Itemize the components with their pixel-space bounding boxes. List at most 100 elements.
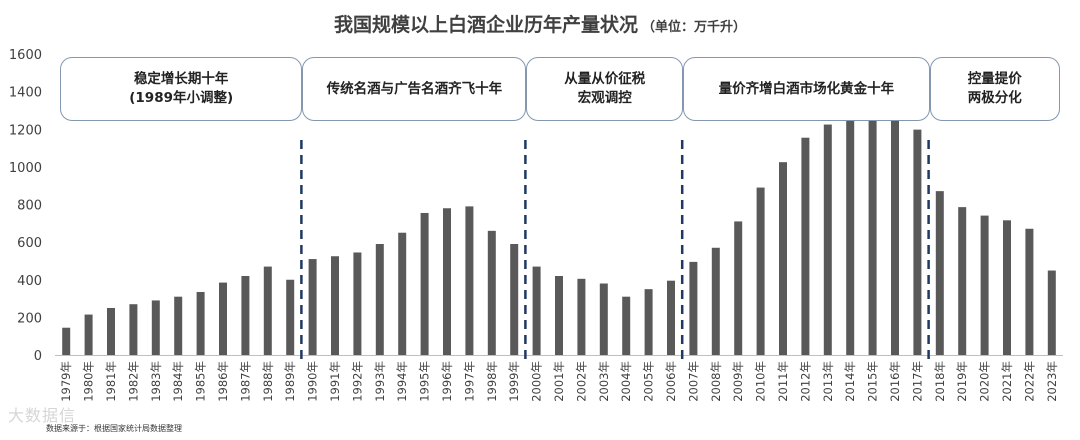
x-tick-label: 1986年 <box>216 361 230 402</box>
bar <box>375 244 384 355</box>
x-tick-label: 2013年 <box>821 361 835 402</box>
bar <box>891 99 899 356</box>
source-note: 数据来源于：根据国家统计局数据整理 <box>46 424 182 433</box>
bar <box>196 291 205 355</box>
x-tick-label: 1990年 <box>306 361 320 402</box>
bar <box>331 256 339 355</box>
era-label-box: 稳定增长期十年 (1989年小调整) <box>60 57 303 121</box>
x-tick-label: 2001年 <box>552 361 566 402</box>
x-tick-label: 1999年 <box>507 361 521 402</box>
bar <box>510 244 519 355</box>
x-tick-label: 2021年 <box>1000 361 1014 402</box>
x-tick-label: 2003年 <box>597 361 611 402</box>
bar <box>420 212 429 355</box>
x-tick-label: 1984年 <box>171 361 185 402</box>
x-tick-label: 1987年 <box>238 361 252 402</box>
y-tick-label: 400 <box>17 274 42 289</box>
era-label-box: 从量从价征税 宏观调控 <box>526 57 684 121</box>
y-tick-label: 1600 <box>9 48 42 63</box>
bar <box>487 230 496 355</box>
chart-title-block: 我国规模以上白酒企业历年产量状况 （单位：万千升） <box>0 10 1080 37</box>
bar <box>913 129 922 355</box>
bar <box>846 118 855 356</box>
x-tick-label: 2017年 <box>910 361 924 402</box>
bar <box>823 124 832 355</box>
bar <box>958 207 967 355</box>
x-tick-label: 1988年 <box>261 361 275 402</box>
x-tick-label: 2002年 <box>574 361 588 402</box>
x-tick-label: 2006年 <box>664 361 678 402</box>
x-tick-label: 2023年 <box>1045 361 1059 402</box>
bar <box>443 208 451 355</box>
bar <box>599 283 608 355</box>
bar <box>1025 228 1034 355</box>
x-tick-label: 2016年 <box>888 361 902 402</box>
era-label-box: 量价齐增白酒市场化黄金十年 <box>683 57 930 121</box>
bar <box>622 296 631 355</box>
x-tick-label: 2020年 <box>978 361 992 402</box>
y-tick-label: 200 <box>17 311 42 326</box>
y-tick-label: 1200 <box>9 123 42 138</box>
y-tick-label: 1400 <box>9 86 42 101</box>
x-tick-label: 1994年 <box>395 361 409 402</box>
x-tick-label: 1995年 <box>418 361 432 402</box>
chart-title: 我国规模以上白酒企业历年产量状况 <box>333 14 638 36</box>
bar <box>151 300 160 355</box>
bar <box>577 278 586 355</box>
x-tick-label: 1989年 <box>283 361 297 402</box>
y-tick-label: 600 <box>17 236 42 251</box>
y-tick-label: 1000 <box>9 161 42 176</box>
bar <box>801 137 810 355</box>
x-tick-label: 2008年 <box>709 361 723 402</box>
bar <box>868 107 877 355</box>
bar <box>779 162 787 355</box>
x-tick-label: 2019年 <box>955 361 969 402</box>
x-tick-label: 1992年 <box>350 361 364 402</box>
bar <box>689 261 698 355</box>
x-tick-label: 2012年 <box>798 361 812 402</box>
bar <box>129 304 138 355</box>
bar <box>980 215 989 355</box>
era-label-box: 控量提价 两极分化 <box>929 57 1060 121</box>
x-tick-label: 2015年 <box>866 361 880 402</box>
x-tick-label: 1983年 <box>149 361 163 402</box>
bar <box>62 327 71 355</box>
y-tick-label: 800 <box>17 199 42 214</box>
bar <box>734 221 743 355</box>
bar <box>555 275 563 355</box>
x-tick-label: 1996年 <box>440 361 454 402</box>
x-tick-label: 2014年 <box>843 361 857 402</box>
bar <box>1003 220 1011 355</box>
x-tick-label: 1991年 <box>328 361 342 402</box>
bar <box>84 314 93 355</box>
bar <box>667 280 675 355</box>
bar <box>532 266 541 355</box>
bar <box>935 191 944 355</box>
x-tick-label: 1997年 <box>462 361 476 402</box>
bar <box>756 187 765 355</box>
x-tick-label: 1998年 <box>485 361 499 402</box>
x-tick-label: 2022年 <box>1022 361 1036 402</box>
x-tick-label: 2007年 <box>686 361 700 402</box>
x-tick-label: 1993年 <box>373 361 387 402</box>
watermark: 大数据信 <box>8 406 77 425</box>
unit-label: （单位：万千升） <box>642 20 747 35</box>
bar <box>711 247 720 355</box>
x-tick-label: 1981年 <box>104 361 118 402</box>
x-tick-label: 2011年 <box>776 361 790 402</box>
bar <box>263 266 272 355</box>
bar <box>241 275 250 355</box>
bar <box>286 279 295 355</box>
x-tick-label: 2005年 <box>642 361 656 402</box>
y-tick-label: 0 <box>34 349 42 364</box>
era-label-box: 传统名酒与广告名酒齐飞十年 <box>302 57 527 121</box>
x-tick-label: 2018年 <box>933 361 947 402</box>
bar <box>174 296 183 355</box>
bar <box>353 252 362 355</box>
bar <box>308 259 317 355</box>
x-tick-label: 2010年 <box>754 361 768 402</box>
x-tick-label: 1979年 <box>59 361 73 402</box>
bar <box>398 232 407 355</box>
